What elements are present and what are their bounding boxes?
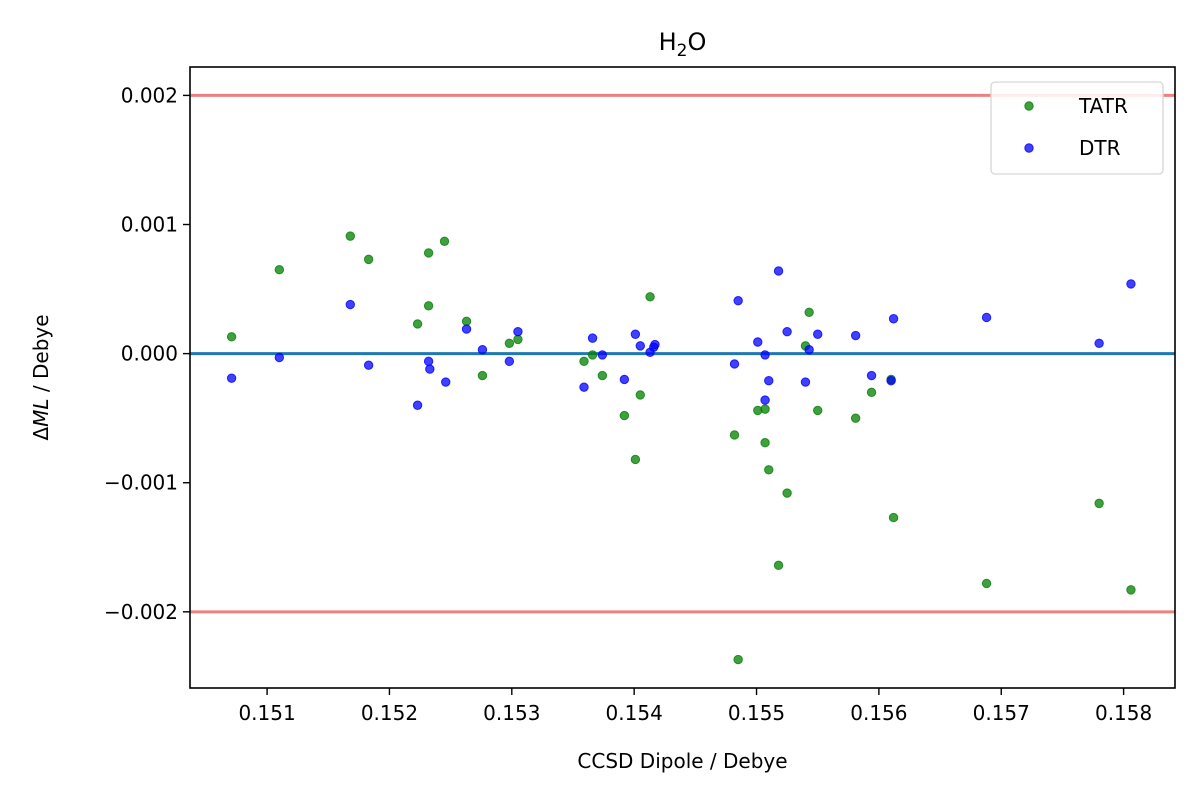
data-point-dtr [345,299,355,310]
x-tick-label: 0.152 [361,701,418,725]
data-point-dtr [866,370,877,381]
data-point-tatr [619,410,630,421]
data-point-tatr [635,390,645,400]
data-point-dtr [782,326,792,337]
y-tick-label: 0.001 [121,213,178,237]
data-point-dtr [587,333,598,343]
y-tick-label: 0.002 [121,83,178,107]
plot-area: 0.151 0.152 0.153 0.154 0.155 0.156 0.157 0.158… [29,28,1176,773]
data-point-dtr [504,356,515,367]
data-point-tatr [226,332,237,342]
data-point-dtr [850,330,861,341]
legend-marker-dtr [1024,143,1034,153]
y-tick-label: 0.000 [121,342,178,366]
legend-label-dtr: DTR [1079,136,1121,160]
data-point-dtr [274,352,285,363]
data-point-tatr [587,350,598,360]
data-point-tatr [630,454,641,465]
data-point-dtr [635,341,645,351]
data-point-tatr [504,338,515,348]
data-point-tatr [729,430,740,440]
data-point-tatr [1126,585,1136,595]
data-point-tatr [888,512,899,523]
y-tick-label: −0.002 [104,600,178,624]
data-point-tatr [363,254,374,265]
data-point-dtr [753,337,763,347]
data-point-dtr [513,326,523,337]
data-point-tatr [733,654,743,665]
data-point-dtr [579,382,589,392]
data-point-tatr [1094,498,1104,509]
data-point-dtr [477,345,488,355]
legend-label-tatr: TATR [1078,94,1128,118]
x-tick-label: 0.156 [850,701,907,725]
data-point-tatr [461,316,472,327]
data-point-dtr [804,345,814,355]
data-point-tatr [423,248,434,258]
data-point-dtr [226,373,237,383]
data-point-tatr [579,356,589,367]
data-point-dtr [729,359,740,369]
data-point-dtr [423,356,434,367]
x-tick-label: 0.155 [728,701,785,725]
data-point-tatr [645,292,655,302]
data-point-dtr [597,350,608,360]
data-point-dtr [886,376,896,386]
x-tick-label: 0.153 [483,701,540,725]
data-point-tatr [439,236,450,246]
y-tick-label: −0.001 [104,471,178,495]
chart-title: H2O [659,28,707,61]
data-point-dtr [1126,279,1136,289]
data-point-dtr [650,339,660,350]
data-point-dtr [764,376,774,386]
data-point-dtr [425,364,435,374]
data-point-dtr [800,377,811,387]
data-point-tatr [345,231,355,241]
data-point-tatr [423,301,434,311]
x-tick-label: 0.158 [1095,701,1152,725]
data-point-dtr [441,377,451,387]
data-point-dtr [888,314,899,324]
data-point-tatr [477,370,488,381]
data-point-tatr [764,465,774,475]
data-point-tatr [760,404,770,414]
x-tick-label: 0.157 [973,701,1030,725]
legend-box [990,81,1164,175]
data-point-dtr [773,266,784,276]
x-tick-label: 0.154 [606,701,663,725]
x-axis-label: CCSD Dipole / Debye [577,749,787,773]
data-point-tatr [782,488,792,498]
data-point-tatr [981,578,992,589]
data-point-dtr [981,312,992,323]
legend-marker-tatr [1024,101,1034,111]
data-point-dtr [1094,338,1104,348]
x-tick-label: 0.151 [238,701,295,725]
data-point-tatr [773,560,784,571]
data-point-dtr [813,329,823,339]
data-point-dtr [760,395,770,405]
data-point-tatr [850,413,861,423]
data-point-tatr [804,307,814,318]
data-point-dtr [412,400,423,410]
data-point-dtr [619,374,630,385]
data-point-tatr [274,264,285,275]
data-point-dtr [630,329,641,339]
data-point-tatr [513,334,523,345]
data-point-tatr [412,319,423,329]
data-point-dtr [363,360,374,370]
data-point-tatr [760,437,770,448]
data-point-tatr [866,387,877,398]
y-axis-label: ΔML / Debye [29,314,53,440]
data-point-dtr [733,295,743,306]
data-point-tatr [597,370,608,381]
axes-frame [189,66,1176,689]
data-point-tatr [813,405,823,416]
data-point-dtr [760,350,770,360]
data-point-dtr [461,324,472,334]
